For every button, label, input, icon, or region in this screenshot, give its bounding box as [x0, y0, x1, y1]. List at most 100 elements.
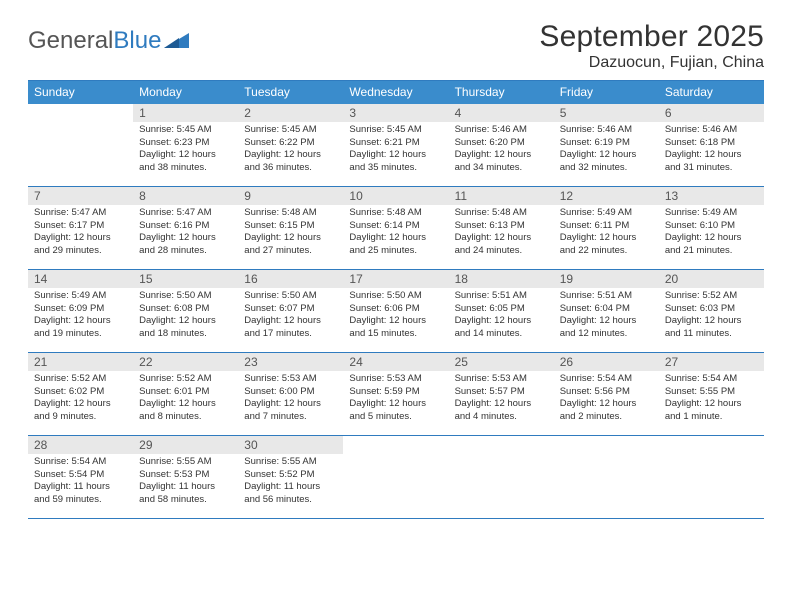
day-number: 7	[28, 187, 133, 205]
day-cell: 12Sunrise: 5:49 AMSunset: 6:11 PMDayligh…	[554, 187, 659, 269]
day-cell: 7Sunrise: 5:47 AMSunset: 6:17 PMDaylight…	[28, 187, 133, 269]
empty-day	[28, 104, 133, 122]
day-body: Sunrise: 5:49 AMSunset: 6:09 PMDaylight:…	[28, 288, 133, 346]
sunset-line: Sunset: 6:16 PM	[139, 220, 232, 233]
day-body: Sunrise: 5:48 AMSunset: 6:14 PMDaylight:…	[343, 205, 448, 263]
sunrise-line: Sunrise: 5:48 AM	[455, 207, 548, 220]
day-number: 28	[28, 436, 133, 454]
daylight-line: Daylight: 12 hours and 9 minutes.	[34, 398, 127, 423]
daylight-line: Daylight: 12 hours and 4 minutes.	[455, 398, 548, 423]
sunrise-line: Sunrise: 5:55 AM	[244, 456, 337, 469]
day-body: Sunrise: 5:48 AMSunset: 6:13 PMDaylight:…	[449, 205, 554, 263]
sunset-line: Sunset: 6:18 PM	[665, 137, 758, 150]
daylight-line: Daylight: 12 hours and 36 minutes.	[244, 149, 337, 174]
day-cell: 6Sunrise: 5:46 AMSunset: 6:18 PMDaylight…	[659, 104, 764, 186]
day-cell: 24Sunrise: 5:53 AMSunset: 5:59 PMDayligh…	[343, 353, 448, 435]
sunrise-line: Sunrise: 5:53 AM	[455, 373, 548, 386]
day-cell: 23Sunrise: 5:53 AMSunset: 6:00 PMDayligh…	[238, 353, 343, 435]
sunset-line: Sunset: 6:19 PM	[560, 137, 653, 150]
daylight-line: Daylight: 12 hours and 38 minutes.	[139, 149, 232, 174]
sunset-line: Sunset: 5:54 PM	[34, 469, 127, 482]
day-body: Sunrise: 5:52 AMSunset: 6:03 PMDaylight:…	[659, 288, 764, 346]
dow-cell: Thursday	[449, 81, 554, 104]
day-body: Sunrise: 5:47 AMSunset: 6:16 PMDaylight:…	[133, 205, 238, 263]
daylight-line: Daylight: 12 hours and 1 minute.	[665, 398, 758, 423]
day-body: Sunrise: 5:46 AMSunset: 6:18 PMDaylight:…	[659, 122, 764, 180]
sunset-line: Sunset: 6:04 PM	[560, 303, 653, 316]
day-cell: 4Sunrise: 5:46 AMSunset: 6:20 PMDaylight…	[449, 104, 554, 186]
day-cell: 25 Sunrise: 5:53 AMSunset: 5:57 PMDayligh…	[449, 353, 554, 435]
daylight-line: Daylight: 12 hours and 17 minutes.	[244, 315, 337, 340]
location-label: Dazuocun, Fujian, China	[539, 54, 764, 72]
daylight-line: Daylight: 12 hours and 25 minutes.	[349, 232, 442, 257]
sunrise-line: Sunrise: 5:47 AM	[139, 207, 232, 220]
week-row: 1Sunrise: 5:45 AMSunset: 6:23 PMDaylight…	[28, 104, 764, 187]
day-cell: 17Sunrise: 5:50 AMSunset: 6:06 PMDayligh…	[343, 270, 448, 352]
calendar-page: GeneralBlue September 2025 Dazuocun, Fuj…	[0, 0, 792, 531]
sunset-line: Sunset: 6:22 PM	[244, 137, 337, 150]
sunset-line: Sunset: 6:21 PM	[349, 137, 442, 150]
calendar-grid: SundayMondayTuesdayWednesdayThursdayFrid…	[28, 80, 764, 519]
day-cell: 18Sunrise: 5:51 AMSunset: 6:05 PMDayligh…	[449, 270, 554, 352]
day-number: 17	[343, 270, 448, 288]
daylight-line: Daylight: 11 hours and 59 minutes.	[34, 481, 127, 506]
day-body: Sunrise: 5:49 AMSunset: 6:11 PMDaylight:…	[554, 205, 659, 263]
daylight-line: Daylight: 12 hours and 21 minutes.	[665, 232, 758, 257]
day-cell	[554, 436, 659, 518]
day-number: 22	[133, 353, 238, 371]
day-cell: 15Sunrise: 5:50 AMSunset: 6:08 PMDayligh…	[133, 270, 238, 352]
daylight-line: Daylight: 12 hours and 8 minutes.	[139, 398, 232, 423]
sunrise-line: Sunrise: 5:55 AM	[139, 456, 232, 469]
daylight-line: Daylight: 12 hours and 34 minutes.	[455, 149, 548, 174]
day-body: Sunrise: 5:49 AMSunset: 6:10 PMDaylight:…	[659, 205, 764, 263]
day-number: 6	[659, 104, 764, 122]
empty-day	[449, 436, 554, 454]
day-body: Sunrise: 5:45 AMSunset: 6:22 PMDaylight:…	[238, 122, 343, 180]
day-body: Sunrise: 5:52 AMSunset: 6:02 PMDaylight:…	[28, 371, 133, 429]
sunrise-line: Sunrise: 5:45 AM	[139, 124, 232, 137]
day-body: Sunrise: 5:45 AMSunset: 6:23 PMDaylight:…	[133, 122, 238, 180]
week-row: 7Sunrise: 5:47 AMSunset: 6:17 PMDaylight…	[28, 187, 764, 270]
daylight-line: Daylight: 12 hours and 32 minutes.	[560, 149, 653, 174]
dow-cell: Monday	[133, 81, 238, 104]
day-number: 20	[659, 270, 764, 288]
day-number: 3	[343, 104, 448, 122]
day-number: 12	[554, 187, 659, 205]
day-number: 11	[449, 187, 554, 205]
sunset-line: Sunset: 6:07 PM	[244, 303, 337, 316]
sunrise-line: Sunrise: 5:48 AM	[349, 207, 442, 220]
sunrise-line: Sunrise: 5:54 AM	[665, 373, 758, 386]
day-number: 25	[449, 353, 554, 371]
daylight-line: Daylight: 12 hours and 18 minutes.	[139, 315, 232, 340]
day-cell: 13Sunrise: 5:49 AMSunset: 6:10 PMDayligh…	[659, 187, 764, 269]
sunset-line: Sunset: 5:59 PM	[349, 386, 442, 399]
weeks-container: 1Sunrise: 5:45 AMSunset: 6:23 PMDaylight…	[28, 104, 764, 519]
day-body: Sunrise: 5:46 AMSunset: 6:20 PMDaylight:…	[449, 122, 554, 180]
sunrise-line: Sunrise: 5:49 AM	[560, 207, 653, 220]
sunset-line: Sunset: 6:02 PM	[34, 386, 127, 399]
sunset-line: Sunset: 5:53 PM	[139, 469, 232, 482]
daylight-line: Daylight: 12 hours and 22 minutes.	[560, 232, 653, 257]
sunset-line: Sunset: 5:55 PM	[665, 386, 758, 399]
empty-day	[659, 436, 764, 454]
sunset-line: Sunset: 6:10 PM	[665, 220, 758, 233]
day-number: 15	[133, 270, 238, 288]
empty-day	[554, 436, 659, 454]
sunrise-line: Sunrise: 5:49 AM	[665, 207, 758, 220]
daylight-line: Daylight: 12 hours and 24 minutes.	[455, 232, 548, 257]
daylight-line: Daylight: 11 hours and 58 minutes.	[139, 481, 232, 506]
sunset-line: Sunset: 5:57 PM	[455, 386, 548, 399]
sunset-line: Sunset: 6:14 PM	[349, 220, 442, 233]
day-number: 2	[238, 104, 343, 122]
sunrise-line: Sunrise: 5:52 AM	[139, 373, 232, 386]
daylight-line: Daylight: 12 hours and 15 minutes.	[349, 315, 442, 340]
daylight-line: Daylight: 11 hours and 56 minutes.	[244, 481, 337, 506]
sunrise-line: Sunrise: 5:46 AM	[665, 124, 758, 137]
day-number: 23	[238, 353, 343, 371]
day-body: Sunrise: 5:53 AMSunset: 5:59 PMDaylight:…	[343, 371, 448, 429]
day-number: 21	[28, 353, 133, 371]
day-body: Sunrise: 5:50 AMSunset: 6:07 PMDaylight:…	[238, 288, 343, 346]
sunset-line: Sunset: 5:56 PM	[560, 386, 653, 399]
sunrise-line: Sunrise: 5:45 AM	[349, 124, 442, 137]
day-cell: 1Sunrise: 5:45 AMSunset: 6:23 PMDaylight…	[133, 104, 238, 186]
